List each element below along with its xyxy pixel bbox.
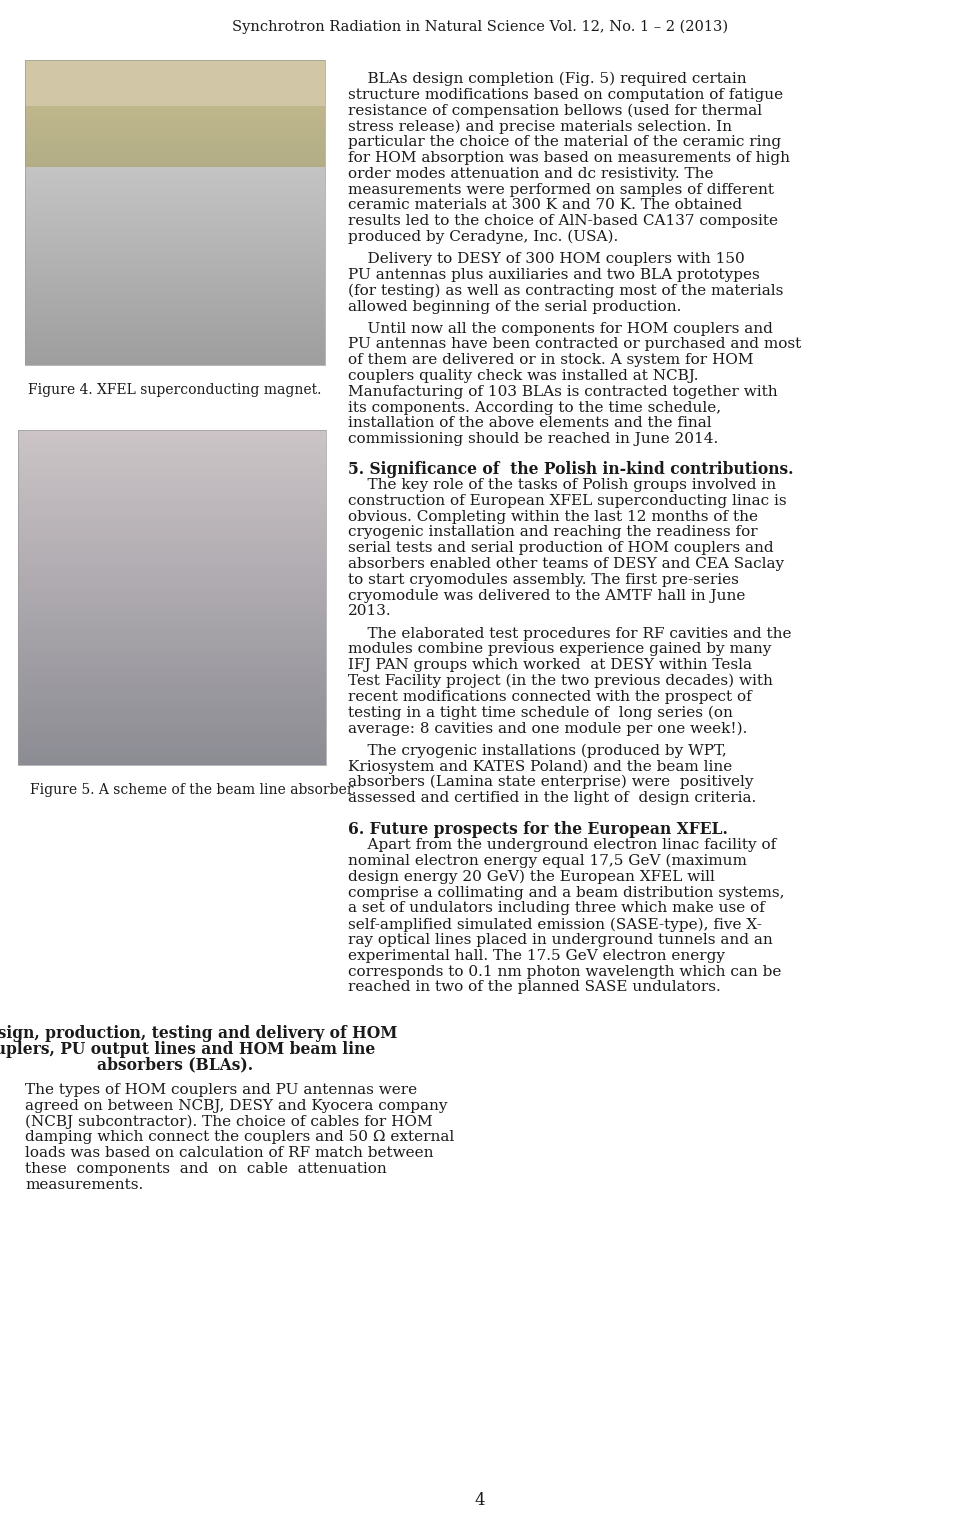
Text: testing in a tight time schedule of  long series (on: testing in a tight time schedule of long…	[348, 705, 732, 721]
Text: corresponds to 0.1 nm photon wavelength which can be: corresponds to 0.1 nm photon wavelength …	[348, 965, 781, 978]
Text: 6. Future prospects for the European XFEL.: 6. Future prospects for the European XFE…	[348, 821, 728, 837]
Text: Apart from the underground electron linac facility of: Apart from the underground electron lina…	[348, 839, 777, 853]
Text: design energy 20 GeV) the European XFEL will: design energy 20 GeV) the European XFEL …	[348, 869, 715, 884]
Text: particular the choice of the material of the ceramic ring: particular the choice of the material of…	[348, 135, 781, 149]
Text: Synchrotron Radiation in Natural Science Vol. 12, No. 1 – 2 (2013): Synchrotron Radiation in Natural Science…	[232, 20, 728, 35]
Text: couplers quality check was installed at NCBJ.: couplers quality check was installed at …	[348, 369, 699, 382]
Text: these  components  and  on  cable  attenuation: these components and on cable attenuatio…	[25, 1162, 387, 1176]
Text: Until now all the components for HOM couplers and: Until now all the components for HOM cou…	[348, 322, 773, 335]
Text: Figure 5. A scheme of the beam line absorber.: Figure 5. A scheme of the beam line abso…	[30, 783, 356, 796]
Text: ceramic materials at 300 K and 70 K. The obtained: ceramic materials at 300 K and 70 K. The…	[348, 199, 742, 212]
Text: Manufacturing of 103 BLAs is contracted together with: Manufacturing of 103 BLAs is contracted …	[348, 385, 778, 399]
Text: stress release) and precise materials selection. In: stress release) and precise materials se…	[348, 120, 732, 133]
Text: (NCBJ subcontractor). The choice of cables for HOM: (NCBJ subcontractor). The choice of cabl…	[25, 1115, 433, 1129]
Text: 5. Significance of  the Polish in-kind contributions.: 5. Significance of the Polish in-kind co…	[348, 461, 794, 478]
Text: IFJ PAN groups which worked  at DESY within Tesla: IFJ PAN groups which worked at DESY with…	[348, 658, 752, 672]
Text: experimental hall. The 17.5 GeV electron energy: experimental hall. The 17.5 GeV electron…	[348, 950, 725, 963]
Text: installation of the above elements and the final: installation of the above elements and t…	[348, 417, 711, 431]
Text: reached in two of the planned SASE undulators.: reached in two of the planned SASE undul…	[348, 980, 721, 995]
Text: couplers, PU output lines and HOM beam line: couplers, PU output lines and HOM beam l…	[0, 1041, 375, 1057]
Text: The cryogenic installations (produced by WPT,: The cryogenic installations (produced by…	[348, 743, 727, 758]
Text: Kriosystem and KATES Poland) and the beam line: Kriosystem and KATES Poland) and the bea…	[348, 760, 732, 774]
Text: Test Facility project (in the two previous decades) with: Test Facility project (in the two previo…	[348, 674, 773, 689]
Text: The types of HOM couplers and PU antennas were: The types of HOM couplers and PU antenna…	[25, 1083, 418, 1097]
Text: ray optical lines placed in underground tunnels and an: ray optical lines placed in underground …	[348, 933, 773, 947]
Text: a set of undulators including three which make use of: a set of undulators including three whic…	[348, 901, 765, 915]
Text: absorbers (Lamina state enterprise) were  positively: absorbers (Lamina state enterprise) were…	[348, 775, 754, 789]
Text: order modes attenuation and dc resistivity. The: order modes attenuation and dc resistivi…	[348, 167, 713, 181]
Text: 4. Design, production, testing and delivery of HOM: 4. Design, production, testing and deliv…	[0, 1025, 397, 1042]
Text: structure modifications based on computation of fatigue: structure modifications based on computa…	[348, 88, 783, 102]
Text: its components. According to the time schedule,: its components. According to the time sc…	[348, 400, 721, 414]
Text: recent modifications connected with the prospect of: recent modifications connected with the …	[348, 690, 752, 704]
Text: Figure 4. XFEL superconducting magnet.: Figure 4. XFEL superconducting magnet.	[28, 382, 322, 397]
Text: absorbers enabled other teams of DESY and CEA Saclay: absorbers enabled other teams of DESY an…	[348, 557, 784, 570]
Text: BLAs design completion (Fig. 5) required certain: BLAs design completion (Fig. 5) required…	[348, 71, 747, 86]
Text: agreed on between NCBJ, DESY and Kyocera company: agreed on between NCBJ, DESY and Kyocera…	[25, 1098, 447, 1113]
Text: average: 8 cavities and one module per one week!).: average: 8 cavities and one module per o…	[348, 722, 748, 736]
Text: commissioning should be reached in June 2014.: commissioning should be reached in June …	[348, 432, 718, 446]
Text: 2013.: 2013.	[348, 604, 392, 619]
Text: measurements.: measurements.	[25, 1177, 143, 1192]
Text: loads was based on calculation of RF match between: loads was based on calculation of RF mat…	[25, 1147, 434, 1161]
Text: comprise a collimating and a beam distribution systems,: comprise a collimating and a beam distri…	[348, 886, 784, 900]
Text: Delivery to DESY of 300 HOM couplers with 150: Delivery to DESY of 300 HOM couplers wit…	[348, 252, 745, 265]
Text: allowed beginning of the serial production.: allowed beginning of the serial producti…	[348, 299, 682, 314]
Bar	[25, 61, 325, 366]
Text: The key role of the tasks of Polish groups involved in: The key role of the tasks of Polish grou…	[348, 478, 776, 492]
Text: assessed and certified in the light of  design criteria.: assessed and certified in the light of d…	[348, 790, 756, 806]
Text: nominal electron energy equal 17,5 GeV (maximum: nominal electron energy equal 17,5 GeV (…	[348, 854, 747, 869]
Text: 4: 4	[474, 1493, 486, 1509]
Text: obvious. Completing within the last 12 months of the: obvious. Completing within the last 12 m…	[348, 510, 758, 523]
Text: produced by Ceradyne, Inc. (USA).: produced by Ceradyne, Inc. (USA).	[348, 231, 618, 244]
Text: modules combine previous experience gained by many: modules combine previous experience gain…	[348, 642, 772, 657]
Text: for HOM absorption was based on measurements of high: for HOM absorption was based on measurem…	[348, 152, 790, 165]
Text: damping which connect the couplers and 50 Ω external: damping which connect the couplers and 5…	[25, 1130, 454, 1144]
Text: to start cryomodules assembly. The first pre-series: to start cryomodules assembly. The first…	[348, 573, 739, 587]
Bar	[18, 429, 326, 765]
Text: construction of European XFEL superconducting linac is: construction of European XFEL supercondu…	[348, 495, 786, 508]
Text: cryogenic installation and reaching the readiness for: cryogenic installation and reaching the …	[348, 525, 757, 540]
Text: measurements were performed on samples of different: measurements were performed on samples o…	[348, 182, 774, 197]
Text: PU antennas plus auxiliaries and two BLA prototypes: PU antennas plus auxiliaries and two BLA…	[348, 269, 759, 282]
Text: results led to the choice of AlN-based CA137 composite: results led to the choice of AlN-based C…	[348, 214, 778, 228]
Text: cryomodule was delivered to the AMTF hall in June: cryomodule was delivered to the AMTF hal…	[348, 589, 745, 602]
Text: absorbers (BLAs).: absorbers (BLAs).	[97, 1057, 253, 1074]
Text: resistance of compensation bellows (used for thermal: resistance of compensation bellows (used…	[348, 103, 762, 118]
Text: self-amplified simulated emission (SASE-type), five X-: self-amplified simulated emission (SASE-…	[348, 918, 762, 931]
Text: serial tests and serial production of HOM couplers and: serial tests and serial production of HO…	[348, 542, 774, 555]
Text: (for testing) as well as contracting most of the materials: (for testing) as well as contracting mos…	[348, 284, 783, 299]
Text: The elaborated test procedures for RF cavities and the: The elaborated test procedures for RF ca…	[348, 627, 791, 640]
Text: PU antennas have been contracted or purchased and most: PU antennas have been contracted or purc…	[348, 337, 802, 352]
Text: of them are delivered or in stock. A system for HOM: of them are delivered or in stock. A sys…	[348, 353, 754, 367]
